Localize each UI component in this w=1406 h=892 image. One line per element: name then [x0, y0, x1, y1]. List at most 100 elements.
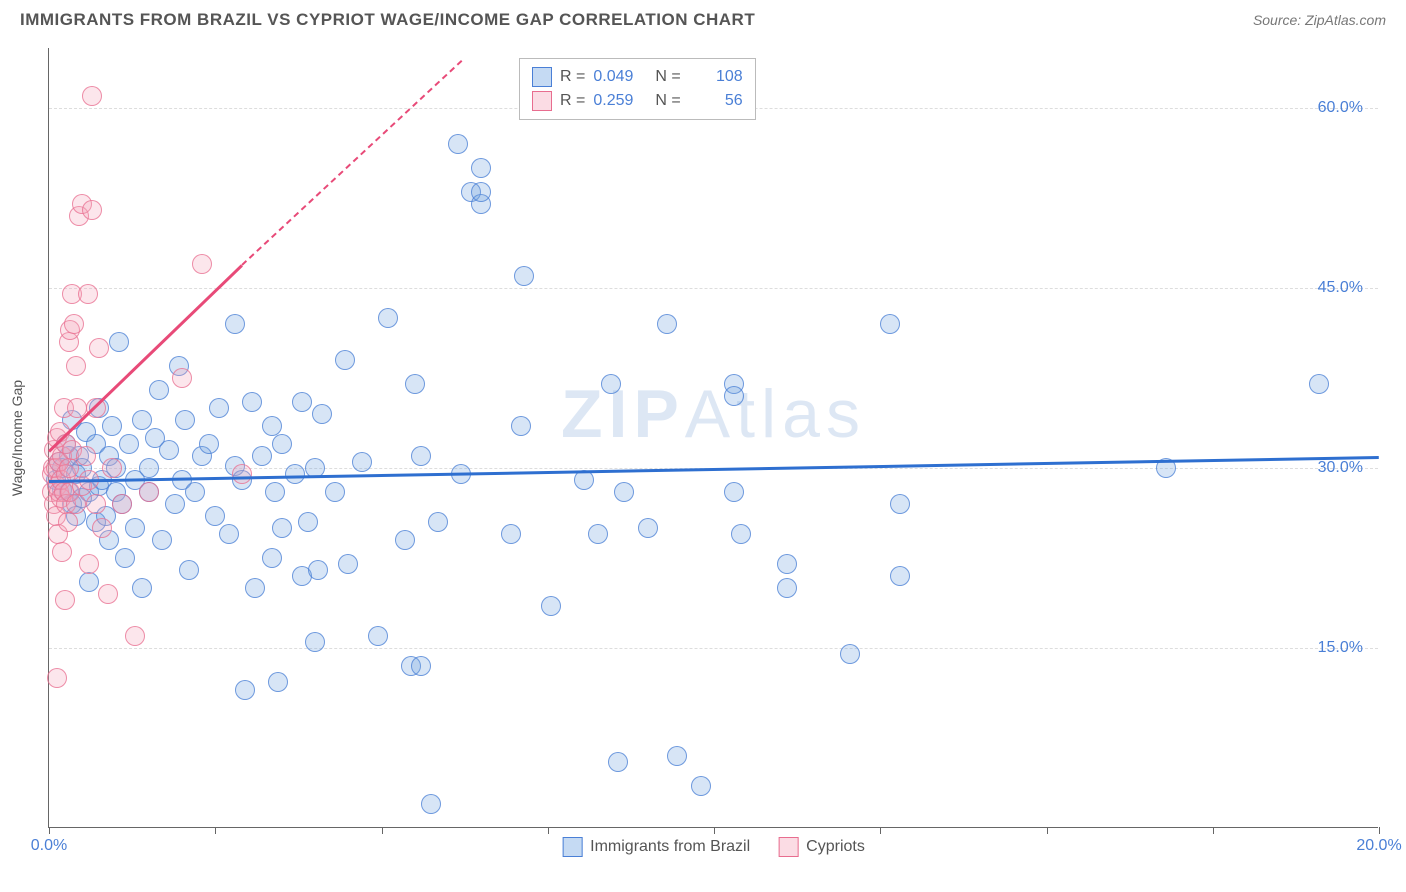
data-point-brazil [691, 776, 711, 796]
data-point-brazil [511, 416, 531, 436]
legend-r-value-brazil: 0.049 [593, 68, 647, 86]
data-point-brazil [179, 560, 199, 580]
data-point-cypriots [172, 368, 192, 388]
x-tick [382, 827, 383, 834]
data-point-brazil [149, 380, 169, 400]
y-tick-label: 30.0% [1318, 459, 1363, 477]
data-point-brazil [125, 518, 145, 538]
data-point-brazil [405, 374, 425, 394]
data-point-brazil [325, 482, 345, 502]
data-point-brazil [245, 578, 265, 598]
data-point-brazil [225, 314, 245, 334]
data-point-brazil [588, 524, 608, 544]
legend-swatch-cypriots [532, 91, 552, 111]
data-point-brazil [265, 482, 285, 502]
legend-n-label: N = [655, 68, 680, 86]
data-point-brazil [79, 572, 99, 592]
data-point-cypriots [139, 482, 159, 502]
data-point-cypriots [232, 464, 252, 484]
data-point-brazil [242, 392, 262, 412]
data-point-cypriots [64, 314, 84, 334]
data-point-brazil [880, 314, 900, 334]
data-point-brazil [152, 530, 172, 550]
data-point-brazil [185, 482, 205, 502]
data-point-brazil [724, 386, 744, 406]
x-tick [548, 827, 549, 834]
data-point-brazil [501, 524, 521, 544]
data-point-cypriots [82, 200, 102, 220]
data-point-cypriots [112, 494, 132, 514]
x-tick [49, 827, 50, 834]
data-point-brazil [292, 392, 312, 412]
legend-n-value-brazil: 108 [689, 68, 743, 86]
data-point-brazil [378, 308, 398, 328]
data-point-brazil [514, 266, 534, 286]
data-point-brazil [199, 434, 219, 454]
data-point-brazil [338, 554, 358, 574]
data-point-cypriots [66, 494, 86, 514]
data-point-brazil [205, 506, 225, 526]
x-tick [215, 827, 216, 834]
data-point-brazil [731, 524, 751, 544]
data-point-cypriots [76, 446, 96, 466]
data-point-cypriots [82, 86, 102, 106]
y-tick-label: 45.0% [1318, 279, 1363, 297]
x-tick-label: 20.0% [1356, 837, 1401, 855]
gridline [49, 648, 1378, 649]
data-point-brazil [272, 518, 292, 538]
data-point-brazil [165, 494, 185, 514]
data-point-brazil [657, 314, 677, 334]
data-point-cypriots [66, 356, 86, 376]
data-point-brazil [421, 794, 441, 814]
data-point-brazil [448, 134, 468, 154]
data-point-brazil [119, 434, 139, 454]
data-point-brazil [159, 440, 179, 460]
data-point-brazil [638, 518, 658, 538]
data-point-brazil [471, 158, 491, 178]
data-point-brazil [335, 350, 355, 370]
data-point-cypriots [86, 494, 106, 514]
data-point-brazil [308, 560, 328, 580]
legend-stats: R = 0.049N = 108R = 0.259N = 56 [519, 58, 756, 120]
data-point-cypriots [192, 254, 212, 274]
legend-item-brazil: Immigrants from Brazil [562, 837, 750, 857]
data-point-brazil [601, 374, 621, 394]
data-point-brazil [252, 446, 272, 466]
legend-series: Immigrants from Brazil Cypriots [562, 837, 865, 857]
y-tick-label: 15.0% [1318, 639, 1363, 657]
legend-row-cypriots: R = 0.259N = 56 [532, 89, 743, 113]
gridline [49, 288, 1378, 289]
data-point-cypriots [98, 584, 118, 604]
x-tick [1047, 827, 1048, 834]
data-point-brazil [235, 680, 255, 700]
data-point-brazil [272, 434, 292, 454]
data-point-brazil [175, 410, 195, 430]
data-point-brazil [219, 524, 239, 544]
data-point-brazil [115, 548, 135, 568]
data-point-brazil [262, 416, 282, 436]
legend-label-brazil: Immigrants from Brazil [590, 838, 750, 856]
legend-n-label: N = [655, 92, 680, 110]
x-tick [1213, 827, 1214, 834]
data-point-brazil [471, 182, 491, 202]
legend-swatch-brazil [562, 837, 582, 857]
data-point-cypriots [102, 458, 122, 478]
data-point-cypriots [79, 554, 99, 574]
chart-title: IMMIGRANTS FROM BRAZIL VS CYPRIOT WAGE/I… [20, 10, 755, 30]
legend-swatch-brazil [532, 67, 552, 87]
x-tick [1379, 827, 1380, 834]
data-point-brazil [305, 632, 325, 652]
data-point-brazil [541, 596, 561, 616]
data-point-brazil [109, 332, 129, 352]
data-point-brazil [411, 656, 431, 676]
data-point-brazil [724, 482, 744, 502]
data-point-brazil [298, 512, 318, 532]
data-point-cypriots [89, 338, 109, 358]
data-point-brazil [209, 398, 229, 418]
source-label: Source: ZipAtlas.com [1253, 12, 1386, 28]
legend-r-value-cypriots: 0.259 [593, 92, 647, 110]
legend-item-cypriots: Cypriots [778, 837, 865, 857]
data-point-cypriots [78, 284, 98, 304]
data-point-cypriots [47, 668, 67, 688]
data-point-brazil [312, 404, 332, 424]
